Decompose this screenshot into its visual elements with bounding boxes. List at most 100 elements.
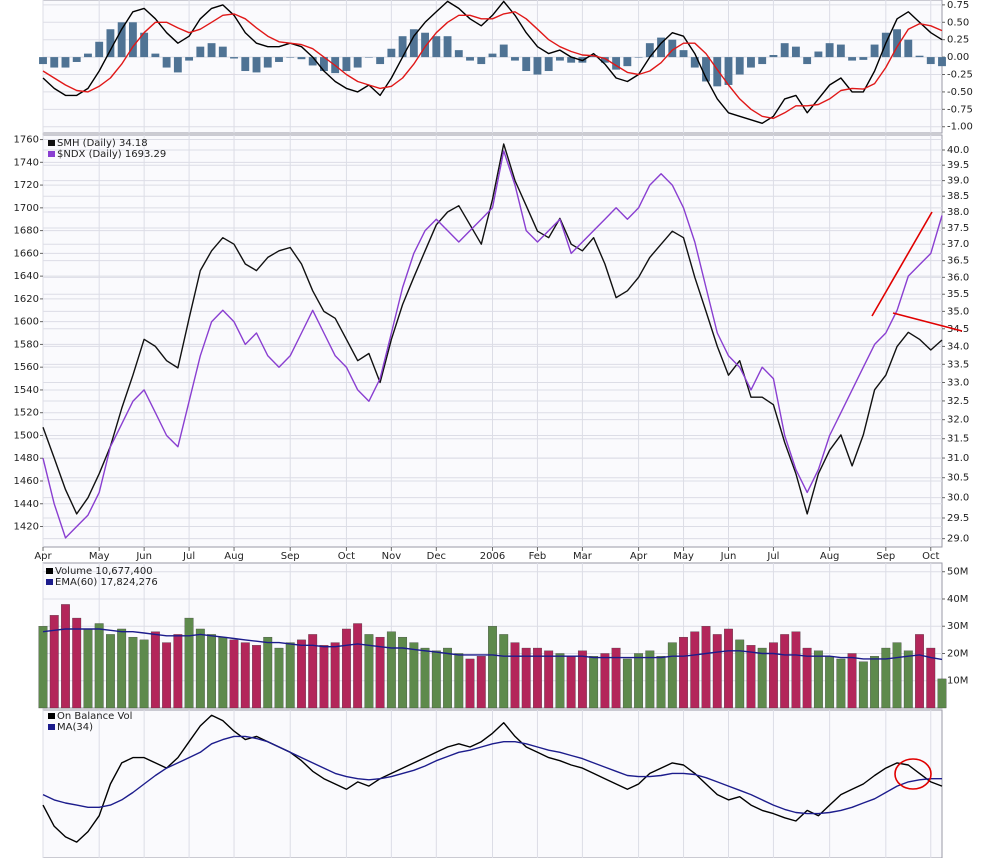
histogram-bar	[511, 57, 519, 61]
x-tick-label: Aug	[224, 551, 244, 562]
y2-tick-label: -1.00	[947, 122, 973, 133]
y2-tick-label: 36.5	[947, 256, 969, 267]
volume-bar	[836, 658, 846, 709]
histogram-bar	[791, 46, 800, 58]
volume-bar	[769, 642, 778, 709]
histogram-bar	[409, 29, 418, 58]
histogram-bar	[690, 57, 699, 68]
histogram-bar	[870, 44, 879, 58]
histogram-bar	[747, 57, 755, 68]
histogram-bar	[230, 57, 238, 59]
y2-tick-label: 39.0	[947, 176, 969, 187]
histogram-bar	[275, 57, 283, 62]
histogram-bar	[926, 57, 935, 65]
histogram-bar	[376, 57, 385, 65]
histogram-bar	[938, 57, 946, 67]
volume-bar	[263, 636, 273, 709]
legend-label: MA(34)	[57, 722, 93, 733]
y2-tick-label: -0.50	[947, 87, 973, 98]
trend-line	[871, 211, 933, 317]
histogram-bar	[196, 46, 205, 58]
histogram-bar	[848, 57, 857, 61]
y2-tick-label: 29.0	[947, 534, 969, 545]
volume-bar	[229, 639, 239, 709]
volume-bar	[162, 642, 172, 709]
histogram-bar	[50, 57, 59, 68]
x-tick-label: Oct	[338, 551, 355, 562]
volume-bar	[195, 628, 205, 709]
x-tick-label: Aug	[820, 551, 840, 562]
histogram-bar	[612, 57, 621, 70]
y-tick-label: 1440	[14, 499, 39, 510]
y-tick-label: 1480	[14, 453, 39, 464]
volume-bar	[49, 615, 59, 709]
volume-bar	[128, 636, 138, 709]
y2-tick-label: 50M	[947, 567, 968, 578]
volume-bar	[533, 647, 542, 709]
volume-bar	[555, 653, 565, 709]
histogram-bar	[522, 57, 531, 72]
histogram-bar	[297, 57, 306, 60]
volume-bar	[94, 623, 104, 709]
histogram-bar	[421, 32, 430, 58]
volume-bar	[72, 617, 82, 709]
x-tick-label: Mar	[573, 551, 593, 562]
x-tick-label: Jun	[135, 551, 152, 562]
histogram-bar	[173, 57, 182, 73]
y-tick-label: 1560	[14, 362, 39, 373]
legend-swatch	[48, 713, 55, 719]
volume-bar	[353, 623, 363, 709]
histogram-bar	[241, 57, 250, 72]
x-tick-label: May	[673, 551, 694, 562]
y2-tick-label: 36.0	[947, 272, 969, 283]
y-tick-label: 1520	[14, 408, 39, 419]
trend-line	[892, 312, 963, 332]
volume-bar	[139, 639, 149, 709]
histogram-bar	[128, 22, 137, 58]
histogram-bar	[151, 53, 160, 58]
y-tick-label: 1680	[14, 226, 39, 237]
histogram-bar	[814, 51, 823, 58]
legend-label: $NDX (Daily) 1693.29	[57, 149, 166, 160]
y2-tick-label: 38.5	[947, 191, 969, 202]
histogram-bar	[859, 57, 868, 60]
volume-bar	[330, 642, 340, 709]
volume-bar	[858, 661, 868, 709]
volume-bar	[308, 634, 318, 709]
highlight-circle	[894, 758, 932, 790]
volume-bar	[645, 650, 655, 709]
y-tick-label: 1740	[14, 157, 39, 168]
y2-tick-label: 32.5	[947, 396, 969, 407]
volume-bar	[297, 639, 306, 709]
histogram-bar	[657, 37, 665, 58]
volume-bar	[38, 626, 48, 709]
histogram-bar	[342, 57, 351, 72]
y2-tick-label: 35.5	[947, 289, 969, 300]
histogram-bar	[61, 57, 70, 68]
volume-bar	[926, 647, 936, 709]
histogram-bar	[320, 57, 328, 72]
histogram-bar	[477, 57, 486, 65]
y-tick-label: 1420	[14, 522, 39, 533]
volume-bar	[566, 656, 576, 709]
histogram-bar	[207, 43, 216, 58]
volume-bar	[398, 636, 408, 709]
y-tick-label: 1660	[14, 248, 39, 259]
histogram-bar	[533, 57, 542, 75]
volume-bar	[746, 645, 756, 709]
x-tick-label: May	[89, 551, 110, 562]
x-tick-label: Oct	[922, 551, 939, 562]
y2-tick-label: 0.75	[947, 0, 969, 11]
volume-bar	[802, 647, 812, 709]
y2-tick-label: 34.0	[947, 341, 969, 352]
x-tick-label: Nov	[382, 551, 402, 562]
histogram-bar	[117, 22, 126, 58]
volume-bar	[679, 636, 688, 709]
y2-tick-label: 29.5	[947, 513, 969, 524]
histogram-bar	[803, 57, 812, 65]
histogram-bar	[140, 32, 149, 58]
volume-bar	[150, 631, 160, 709]
histogram-bar	[466, 57, 474, 61]
histogram-bar	[263, 57, 272, 68]
x-tick-label: Apr	[630, 551, 648, 562]
